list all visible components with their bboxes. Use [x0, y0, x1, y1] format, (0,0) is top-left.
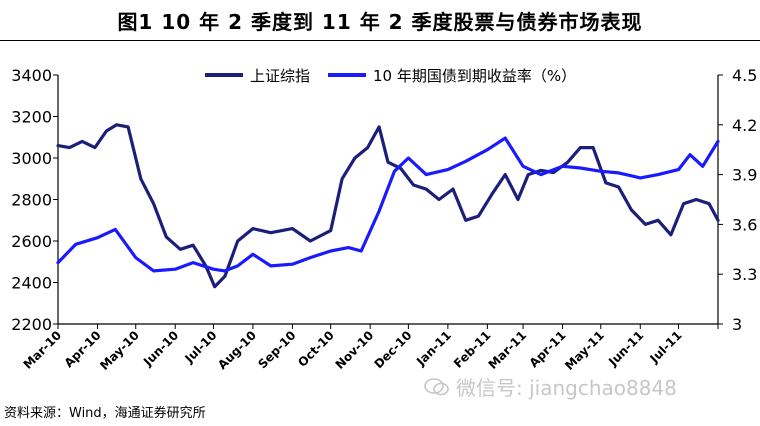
left-tick-label: 2200 [11, 315, 52, 334]
left-tick-label: 2800 [11, 191, 52, 210]
left-tick-label: 3400 [11, 66, 52, 85]
x-tick-label: Sep-10 [255, 328, 298, 371]
right-tick-label: 4.2 [732, 116, 757, 135]
left-tick-label: 2400 [11, 274, 52, 293]
title-bar: 图1 10 年 2 季度到 11 年 2 季度股票与债券市场表现 [0, 0, 760, 41]
x-tick-label: Oct-10 [295, 328, 337, 370]
x-tick-label: Jun-10 [140, 328, 181, 369]
chart-title: 图1 10 年 2 季度到 11 年 2 季度股票与债券市场表现 [117, 9, 643, 34]
x-tick-label: Jul-10 [182, 328, 220, 366]
x-tick-label: Dec-10 [371, 328, 414, 371]
x-tick-label: May-10 [97, 328, 142, 373]
stock-index-line [56, 123, 720, 289]
right-tick-label: 3 [732, 315, 742, 334]
right-tick-label: 4.5 [732, 66, 757, 85]
left-tick-label: 2600 [11, 232, 52, 251]
x-tick-label: Aug-10 [215, 328, 259, 372]
x-tick-label: Mar-10 [21, 328, 65, 372]
right-tick-label: 3.6 [732, 215, 757, 234]
legend-bond-label: 10 年期国债到期收益率（%） [373, 67, 576, 85]
source-note: 资料来源：Wind，海通证券研究所 [4, 406, 206, 421]
x-tick-label: Jun-11 [605, 328, 646, 369]
watermark-text: 微信号: jiangchao8848 [456, 376, 677, 400]
x-tick-label: Mar-11 [486, 328, 530, 372]
x-tick-label: Jul-11 [647, 328, 685, 366]
x-tick-label: May-11 [562, 328, 607, 373]
right-tick-label: 3.9 [732, 166, 757, 185]
wechat-icon [424, 377, 449, 395]
x-tick-label: Nov-10 [333, 328, 377, 372]
chart: 2200 2400 2600 2800 3000 3200 3400 3 3.3 3.6 3.9 4.… [11, 66, 757, 373]
x-tick-label: Jan-11 [413, 328, 454, 369]
right-tick-label: 3.3 [732, 265, 757, 284]
left-tick-label: 3000 [11, 149, 52, 168]
legend-stock-label: 上证综指 [250, 67, 310, 85]
watermark: 微信号: jiangchao8848 [424, 372, 677, 401]
bond-yield-line [56, 136, 720, 273]
left-tick-label: 3200 [11, 108, 52, 127]
